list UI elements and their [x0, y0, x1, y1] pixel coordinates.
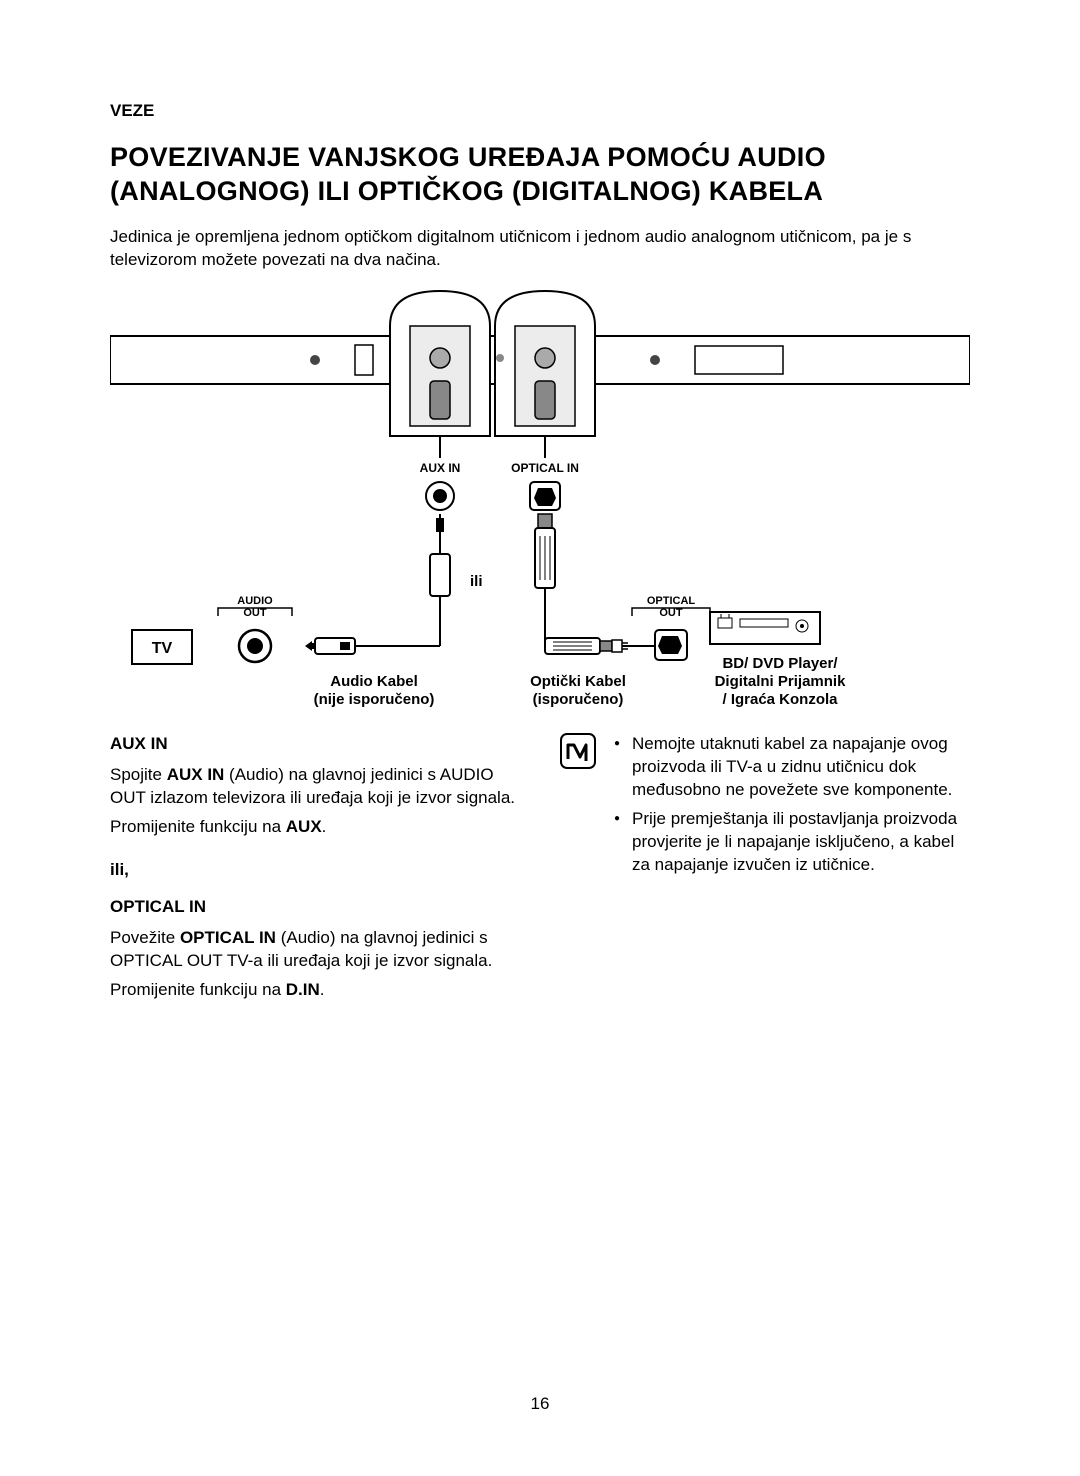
- intro-paragraph: Jedinica je opremljena jednom optičkom d…: [110, 226, 970, 272]
- optical-cable-label1: Optički Kabel: [530, 673, 626, 690]
- tv-label: TV: [152, 640, 173, 657]
- external-device-label1: BD/ DVD Player/: [722, 655, 838, 672]
- right-column: Nemojte utaknuti kabel za napajanje ovog…: [560, 733, 970, 1007]
- diagram-ili-label: ili: [470, 573, 483, 590]
- page-number: 16: [0, 1393, 1080, 1416]
- svg-text:OUT: OUT: [243, 607, 267, 619]
- external-device-label3: / Igraća Konzola: [722, 691, 838, 708]
- aux-paragraph-2: Promijenite funkciju na AUX.: [110, 816, 520, 839]
- audio-out-label: AUDIO: [237, 595, 273, 607]
- audio-cable-label1: Audio Kabel: [330, 673, 418, 690]
- caution-icon: [560, 733, 596, 769]
- caution-note-list: Nemojte utaknuti kabel za napajanje ovog…: [614, 733, 970, 883]
- connection-diagram: AUX IN OPTICAL IN ili TV AUDIO OUT OPT: [110, 286, 970, 716]
- audio-cable-label2: (nije isporučeno): [314, 691, 435, 708]
- aux-in-heading: AUX IN: [110, 733, 520, 756]
- left-column: AUX IN Spojite AUX IN (Audio) na glavnoj…: [110, 733, 520, 1007]
- optical-in-label: OPTICAL IN: [511, 461, 579, 475]
- section-label: VEZE: [110, 100, 970, 123]
- optical-out-label: OPTICAL: [647, 595, 696, 607]
- note-item-1: Nemojte utaknuti kabel za napajanje ovog…: [614, 733, 970, 802]
- page-title: POVEZIVANJE VANJSKOG UREĐAJA POMOĆU AUDI…: [110, 141, 970, 209]
- optical-paragraph-1: Povežite OPTICAL IN (Audio) na glavnoj j…: [110, 927, 520, 973]
- ili-label: ili,: [110, 859, 520, 882]
- note-item-2: Prije premještanja ili postavljanja proi…: [614, 808, 970, 877]
- optical-paragraph-2: Promijenite funkciju na D.IN.: [110, 979, 520, 1002]
- external-device-label2: Digitalni Prijamnik: [715, 673, 847, 690]
- optical-cable-label2: (isporučeno): [533, 691, 624, 708]
- optical-in-heading: OPTICAL IN: [110, 896, 520, 919]
- svg-text:OUT: OUT: [659, 607, 683, 619]
- aux-in-label: AUX IN: [420, 461, 461, 475]
- aux-paragraph-1: Spojite AUX IN (Audio) na glavnoj jedini…: [110, 764, 520, 810]
